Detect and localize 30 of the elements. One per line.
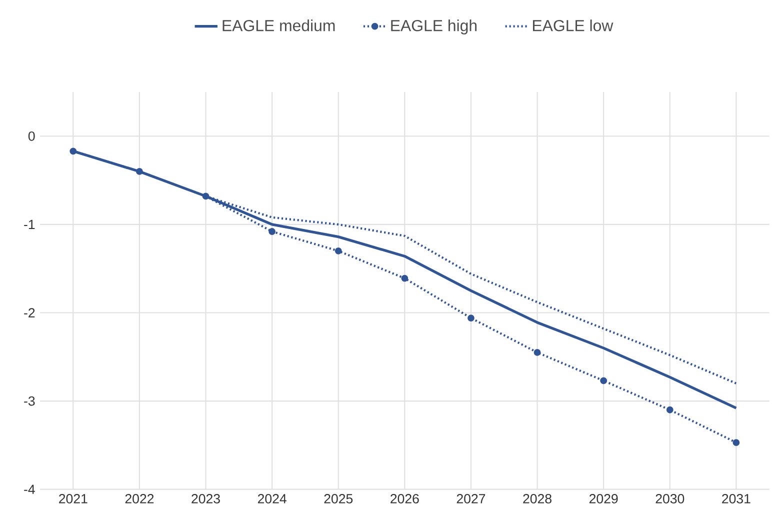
y-tick-label: -4 — [24, 484, 35, 494]
point — [401, 274, 408, 282]
x-tick-label: 2023 — [192, 494, 220, 504]
legend-label: EAGLE low — [533, 20, 614, 32]
x-tick-label: 2022 — [125, 494, 154, 504]
point — [600, 377, 608, 384]
y-tick-label: -1 — [24, 220, 35, 230]
x-tick-label: 2021 — [59, 494, 88, 504]
x-tick-label: 2025 — [324, 494, 353, 504]
y-tick-label: 0 — [28, 131, 35, 141]
point — [468, 314, 474, 322]
y-tick-label: -2 — [24, 308, 35, 318]
x-tick-label: 2031 — [722, 494, 750, 504]
x-tick-label: 2028 — [523, 494, 552, 504]
point — [70, 148, 77, 155]
point — [268, 228, 276, 235]
point — [136, 168, 143, 175]
legend-label: EAGLE high — [391, 20, 477, 34]
point — [666, 406, 674, 414]
x-tick-label: 2027 — [456, 494, 486, 504]
x-tick-label: 2029 — [589, 494, 618, 504]
x-tick-label: 2026 — [390, 494, 419, 504]
y-tick-label: -3 — [24, 396, 35, 406]
point — [202, 192, 210, 200]
x-tick-label: 2024 — [258, 494, 286, 504]
point — [534, 349, 541, 356]
point — [732, 439, 740, 446]
point — [334, 247, 342, 254]
legend-label: EAGLE medium — [222, 20, 335, 32]
x-tick-label: 2030 — [656, 494, 684, 504]
